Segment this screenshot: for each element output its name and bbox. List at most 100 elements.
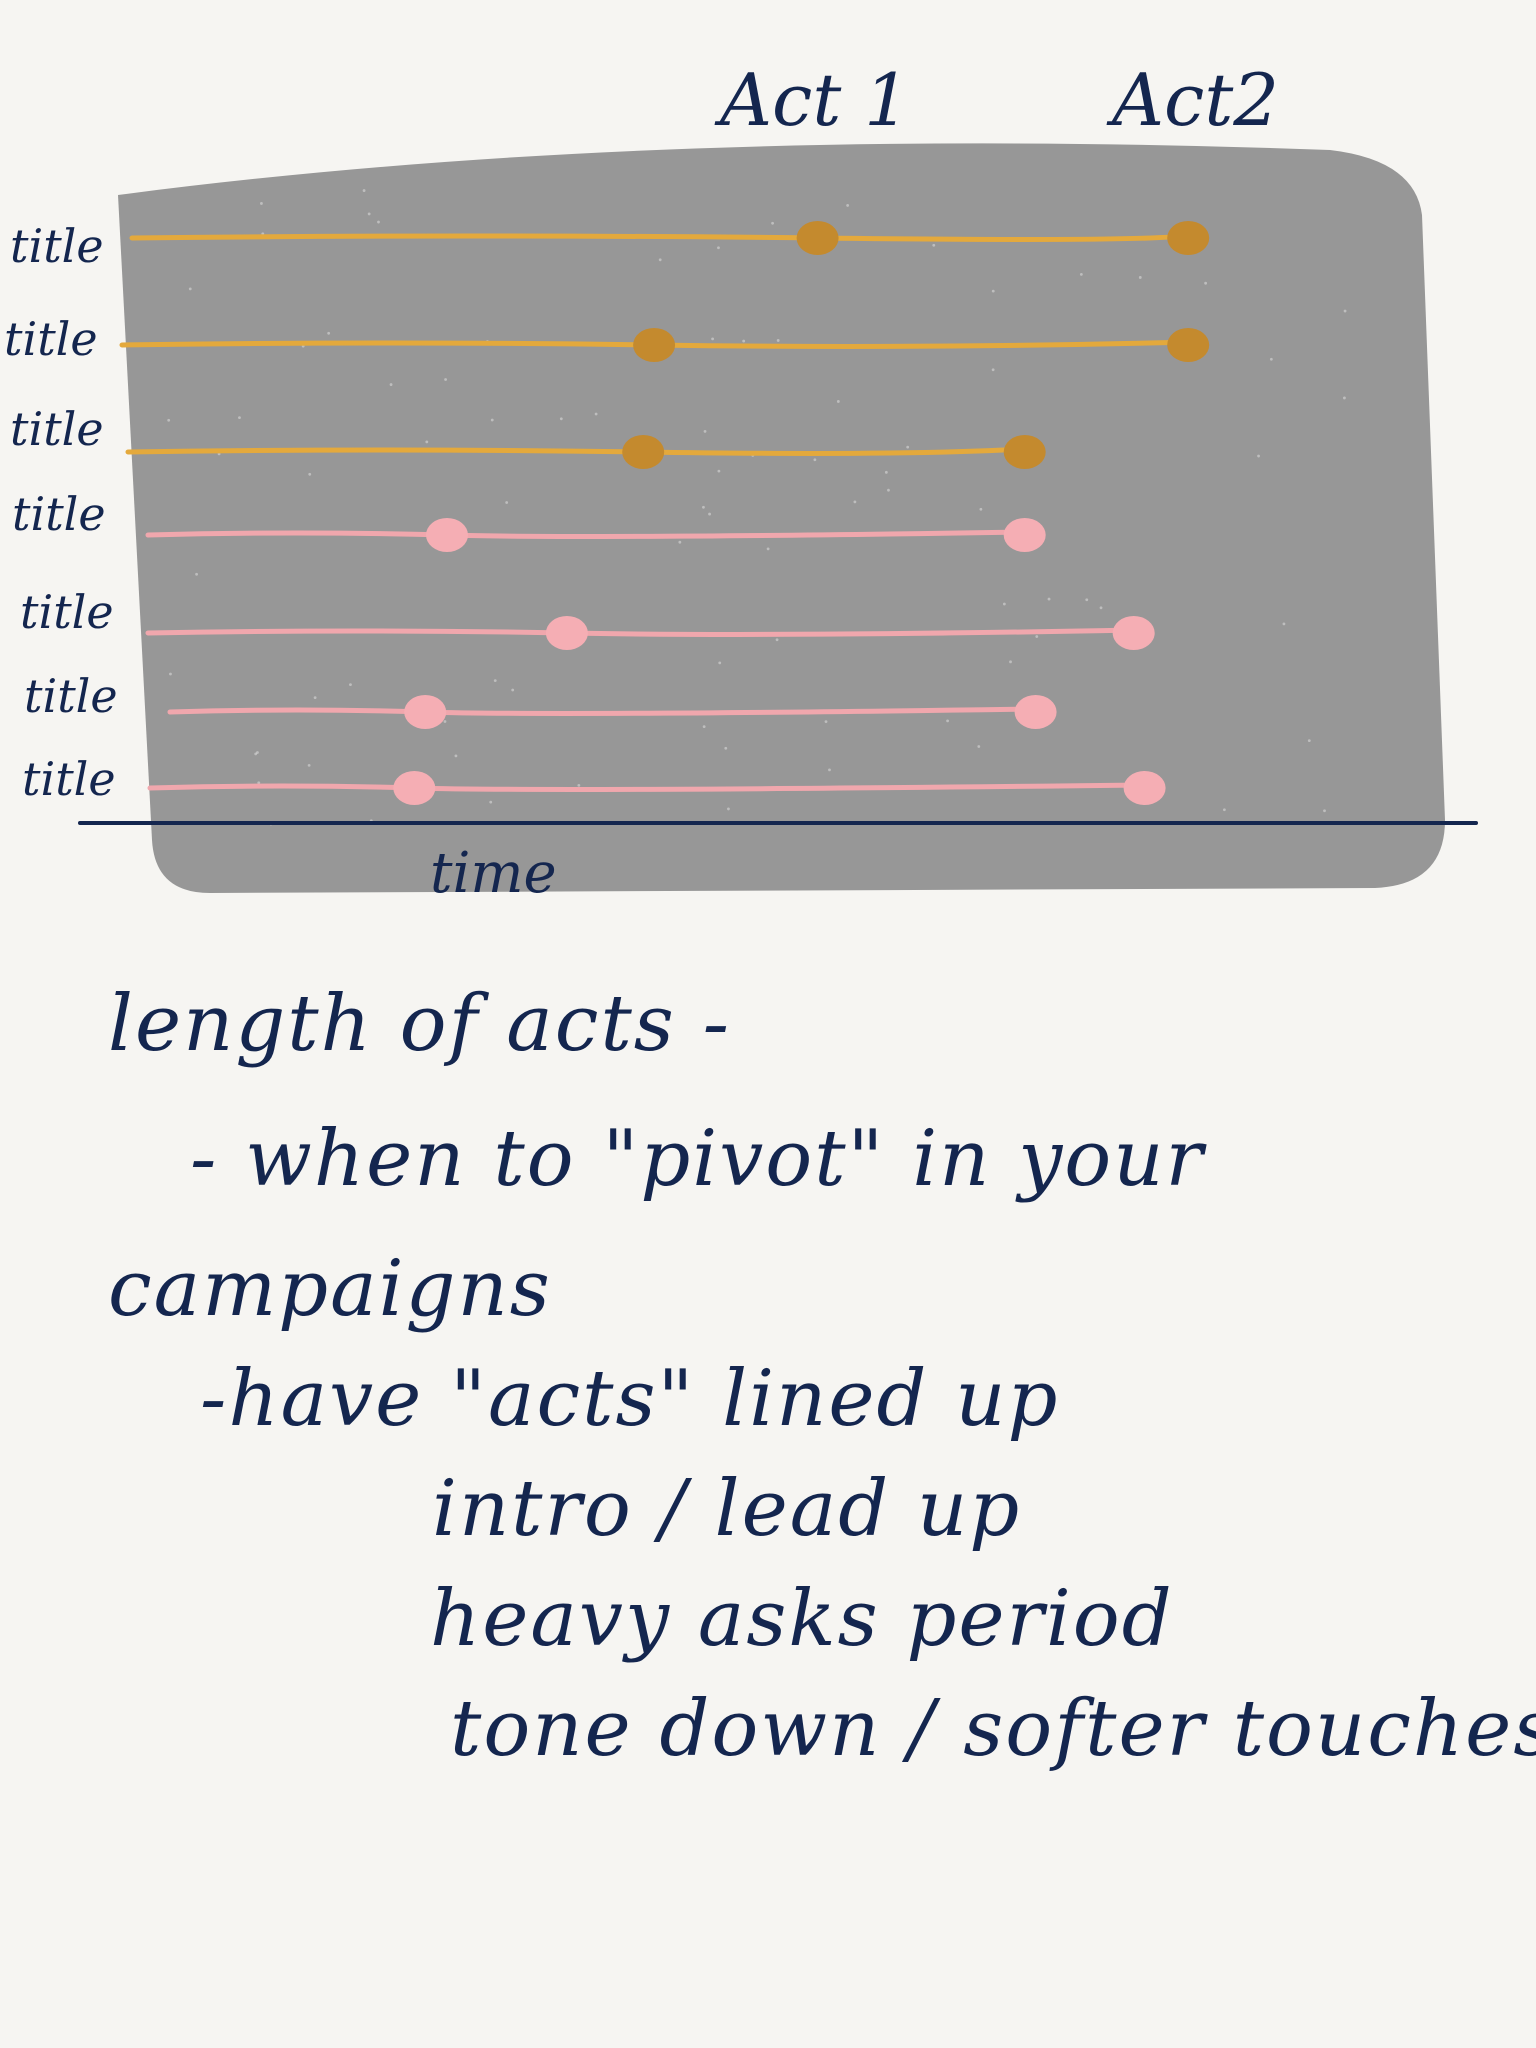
speckle [257, 781, 261, 785]
speckle [443, 720, 447, 723]
speckle [711, 337, 715, 341]
pivot-dot [622, 435, 665, 469]
notes-line-6: heavy asks period [430, 1574, 1174, 1664]
timelines [119, 221, 1210, 805]
speckle [1099, 606, 1103, 610]
pivot-dot [426, 518, 468, 552]
pivot-dot [633, 328, 676, 362]
speckle [771, 221, 774, 225]
speckle [1257, 454, 1260, 458]
speckle [1085, 598, 1089, 602]
speckle [724, 746, 728, 750]
speckle [979, 507, 983, 511]
speckle [775, 638, 779, 642]
speckle [1035, 635, 1039, 638]
speckle [678, 540, 682, 544]
notes-line-7: tone down / softer touches [450, 1684, 1536, 1774]
speckle [367, 212, 371, 216]
notes-line-2: - when to "pivot" in your [190, 1114, 1205, 1204]
end-dot [1014, 695, 1057, 729]
notes-line-4: -have "acts" lined up [200, 1354, 1060, 1444]
speckle [906, 445, 910, 449]
speckle [1323, 809, 1326, 813]
speckle [307, 763, 311, 767]
speckle [1204, 281, 1208, 285]
speckle [717, 246, 720, 250]
speckle [493, 679, 497, 683]
pivot-dot [393, 771, 436, 805]
speckle [327, 331, 331, 335]
speckle [846, 204, 850, 207]
end-dot [1167, 328, 1210, 362]
speckle [813, 458, 817, 462]
pivot-dot [796, 221, 839, 255]
speckle [425, 440, 429, 444]
speckle [708, 512, 711, 516]
speckle [1282, 622, 1286, 626]
row-labels: title title title title title title titl… [4, 219, 118, 806]
end-dot [1123, 771, 1166, 805]
row-label: title [10, 219, 104, 273]
speckle [511, 688, 515, 692]
speckle [718, 661, 722, 665]
speckle [169, 672, 172, 676]
end-dot [1003, 518, 1046, 552]
speckle [559, 417, 563, 421]
speckle [766, 547, 770, 551]
speckle [717, 469, 721, 473]
notes-line-1: length of acts - [108, 979, 731, 1069]
speckle [454, 754, 458, 758]
speckle [1009, 660, 1012, 664]
speckle [377, 220, 380, 224]
speckle [776, 339, 780, 342]
speckle [505, 501, 509, 504]
timeline-line [147, 782, 1148, 792]
speckle [1222, 808, 1226, 812]
row-label: title [22, 752, 116, 806]
speckle [702, 725, 706, 728]
speckle [1079, 272, 1083, 276]
speckle [884, 470, 888, 474]
end-dot [1167, 221, 1210, 255]
act1-label: Act 1 [714, 58, 910, 142]
speckle [991, 368, 995, 372]
speckle [742, 339, 746, 343]
row-label: title [20, 585, 114, 639]
row-label: title [10, 402, 104, 456]
speckle [313, 696, 317, 700]
chart-panel [118, 143, 1445, 894]
timeline-line [129, 232, 1191, 242]
speckle [1269, 357, 1273, 361]
speckle [1138, 276, 1142, 279]
pivot-dot [545, 616, 588, 650]
speckle [260, 202, 263, 205]
speckle [836, 400, 840, 403]
speckle [167, 418, 171, 422]
notes-line-5: intro / lead up [432, 1464, 1022, 1554]
row-label: title [24, 669, 118, 723]
end-dot [1003, 435, 1046, 469]
speckle [946, 719, 949, 723]
speckle [991, 289, 995, 293]
speckle [188, 287, 192, 291]
time-axis-label: time [430, 841, 557, 906]
speckle [254, 752, 258, 756]
row-label: title [4, 312, 98, 366]
speckle [887, 488, 890, 492]
speckle [308, 472, 312, 476]
speckle [828, 768, 831, 772]
pivot-dot [404, 695, 447, 729]
speckle [1343, 309, 1347, 313]
speckle [1047, 597, 1051, 601]
speckle [824, 720, 828, 724]
speckle [853, 500, 857, 504]
speckle [389, 383, 393, 386]
speckle [1002, 602, 1006, 606]
speckle [702, 505, 705, 509]
speckle [594, 412, 598, 416]
speckle [577, 783, 581, 787]
timeline-line [167, 706, 1039, 716]
end-dot [1112, 616, 1155, 650]
speckle [238, 416, 241, 420]
speckle [703, 430, 707, 433]
